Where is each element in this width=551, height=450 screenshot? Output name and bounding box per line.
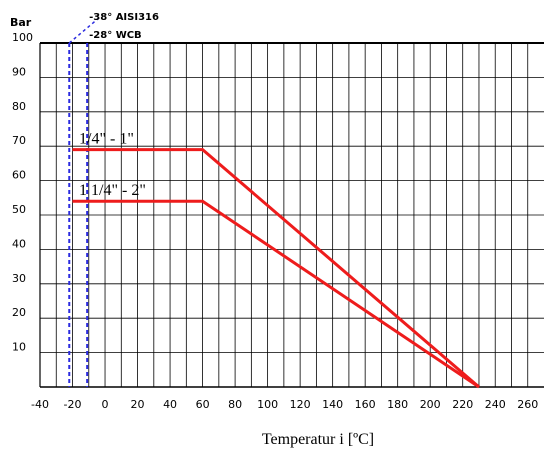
x-tick-label: -20 bbox=[64, 398, 82, 411]
y-tick-label: 90 bbox=[12, 65, 26, 78]
series-line bbox=[72, 148, 480, 389]
series bbox=[72, 148, 480, 389]
reference-label: -28° WCB bbox=[89, 30, 142, 41]
y-tick-label: 30 bbox=[12, 272, 26, 285]
series-label: 1/4" - 1" bbox=[79, 131, 134, 148]
x-tick-label: 180 bbox=[387, 398, 408, 411]
reference-label: -38° AISI316 bbox=[89, 12, 159, 23]
y-tick-label: 60 bbox=[12, 169, 26, 182]
x-tick-label: 120 bbox=[290, 398, 311, 411]
y-tick-label: 50 bbox=[12, 203, 26, 216]
y-tick-label: 70 bbox=[12, 134, 26, 147]
x-tick-label: 0 bbox=[102, 398, 109, 411]
x-tick-label: -40 bbox=[31, 398, 49, 411]
y-tick-label: 100 bbox=[12, 31, 33, 44]
y-tick-label: 20 bbox=[12, 306, 26, 319]
reference-lines bbox=[68, 15, 102, 387]
x-tick-label: 160 bbox=[355, 398, 376, 411]
x-tick-label: 20 bbox=[131, 398, 145, 411]
x-tick-label: 260 bbox=[517, 398, 538, 411]
y-tick-label: 80 bbox=[12, 100, 26, 113]
y-tick-label: 10 bbox=[12, 341, 26, 354]
labels: 10 20 30 40 50 60 70 80 90 100 -40 -20 0 20 40 60 80 100 1… bbox=[12, 12, 538, 411]
x-tick-label: 200 bbox=[420, 398, 441, 411]
grid bbox=[40, 43, 544, 387]
x-tick-label: 40 bbox=[163, 398, 177, 411]
x-tick-label: 140 bbox=[322, 398, 343, 411]
x-tick-label: 220 bbox=[452, 398, 473, 411]
series-label: 1 1/4" - 2" bbox=[79, 182, 146, 199]
reference-leader bbox=[68, 15, 102, 44]
y-tick-label: 40 bbox=[12, 237, 26, 250]
x-tick-label: 60 bbox=[196, 398, 210, 411]
x-axis-title: Temperatur i [ºC] bbox=[262, 431, 374, 448]
x-tick-label: 100 bbox=[257, 398, 278, 411]
series-line bbox=[72, 199, 480, 389]
axes bbox=[39, 42, 544, 388]
y-unit-label: Bar bbox=[10, 16, 32, 29]
x-tick-label: 80 bbox=[228, 398, 242, 411]
x-tick-label: 240 bbox=[485, 398, 506, 411]
